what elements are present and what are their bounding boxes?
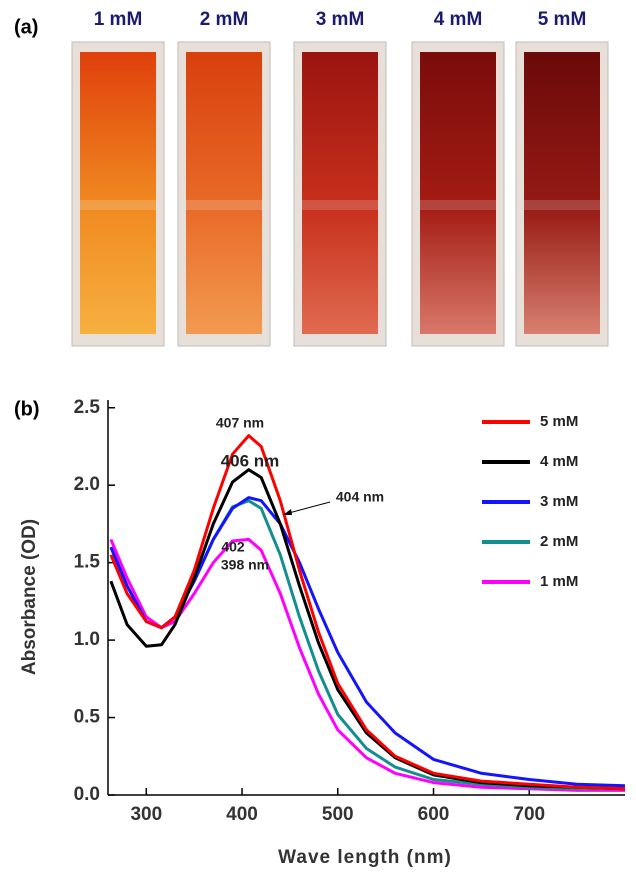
x-tick-label: 500 — [322, 804, 354, 825]
x-tick-label: 400 — [226, 804, 258, 825]
annotation: 402 — [221, 539, 245, 555]
cuvette-liquid — [80, 52, 156, 334]
cuvette-liquid — [302, 52, 378, 334]
x-axis-label: Wave length (nm) — [278, 847, 452, 868]
x-tick-label: 700 — [513, 804, 545, 825]
series-line — [109, 468, 626, 791]
y-tick-label: 1.0 — [74, 629, 100, 650]
annotation-arrowhead — [283, 509, 292, 515]
panel-label: (a) — [14, 16, 38, 38]
cuvette-label: 4 mM — [434, 9, 483, 30]
panel-label: (b) — [14, 398, 40, 420]
cuvette-label: 1 mM — [94, 9, 143, 30]
legend-label: 2 mM — [540, 533, 578, 550]
legend-label: 3 mM — [540, 493, 578, 510]
x-tick-label: 600 — [418, 804, 450, 825]
legend-label: 4 mM — [540, 453, 578, 470]
cuvette-band — [80, 200, 156, 210]
annotation: 407 nm — [216, 415, 264, 431]
legend-label: 1 mM — [540, 573, 578, 590]
y-tick-label: 0.5 — [74, 707, 101, 728]
cuvette-liquid — [186, 52, 262, 334]
series-line — [109, 434, 626, 791]
cuvette-band — [420, 200, 496, 210]
y-tick-label: 2.5 — [74, 397, 101, 418]
y-tick-label: 0.0 — [74, 784, 100, 805]
x-tick-label: 300 — [130, 804, 162, 825]
annotation-arrow — [284, 501, 331, 515]
cuvette-band — [524, 200, 600, 210]
annotation: 398 nm — [221, 557, 269, 573]
y-tick-label: 2.0 — [74, 474, 100, 495]
cuvette-band — [186, 200, 262, 210]
annotation: 406 nm — [221, 451, 280, 470]
y-axis-label: Absorbance (OD) — [19, 519, 40, 675]
cuvette-label: 3 mM — [316, 9, 365, 30]
annotation: 404 nm — [336, 489, 384, 505]
cuvette-band — [302, 200, 378, 210]
y-tick-label: 1.5 — [74, 552, 101, 573]
cuvettes: 1 mM 2 mM 3 mM 4 mM 5 mM — [71, 9, 609, 347]
cuvette-label: 5 mM — [538, 9, 587, 30]
cuvette-liquid — [524, 52, 600, 334]
cuvette-liquid — [420, 52, 496, 334]
cuvette-label: 2 mM — [200, 9, 249, 30]
legend-label: 5 mM — [540, 413, 578, 430]
